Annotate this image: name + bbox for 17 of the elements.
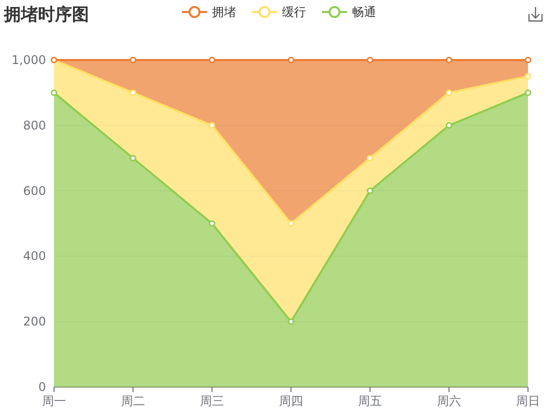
x-tick-label: 周四 xyxy=(279,394,303,408)
legend-label: 拥堵 xyxy=(212,5,236,19)
x-tick-label: 周六 xyxy=(437,394,461,408)
legend-label: 畅通 xyxy=(352,5,376,19)
x-tick-label: 周三 xyxy=(200,394,224,408)
y-tick-label: 800 xyxy=(23,118,46,132)
x-tick-label: 周二 xyxy=(121,394,145,408)
y-tick-label: 0 xyxy=(38,380,46,394)
y-tick-label: 600 xyxy=(23,184,46,198)
x-tick-label: 周五 xyxy=(358,394,382,408)
y-tick-label: 200 xyxy=(23,314,46,329)
y-tick-label: 1,000 xyxy=(12,53,46,67)
chart-title: 拥堵时序图 xyxy=(3,5,89,25)
x-tick-label: 周日 xyxy=(516,394,540,408)
x-tick-label: 周一 xyxy=(42,394,66,408)
legend-label: 缓行 xyxy=(282,5,306,19)
y-tick-label: 400 xyxy=(23,249,46,264)
